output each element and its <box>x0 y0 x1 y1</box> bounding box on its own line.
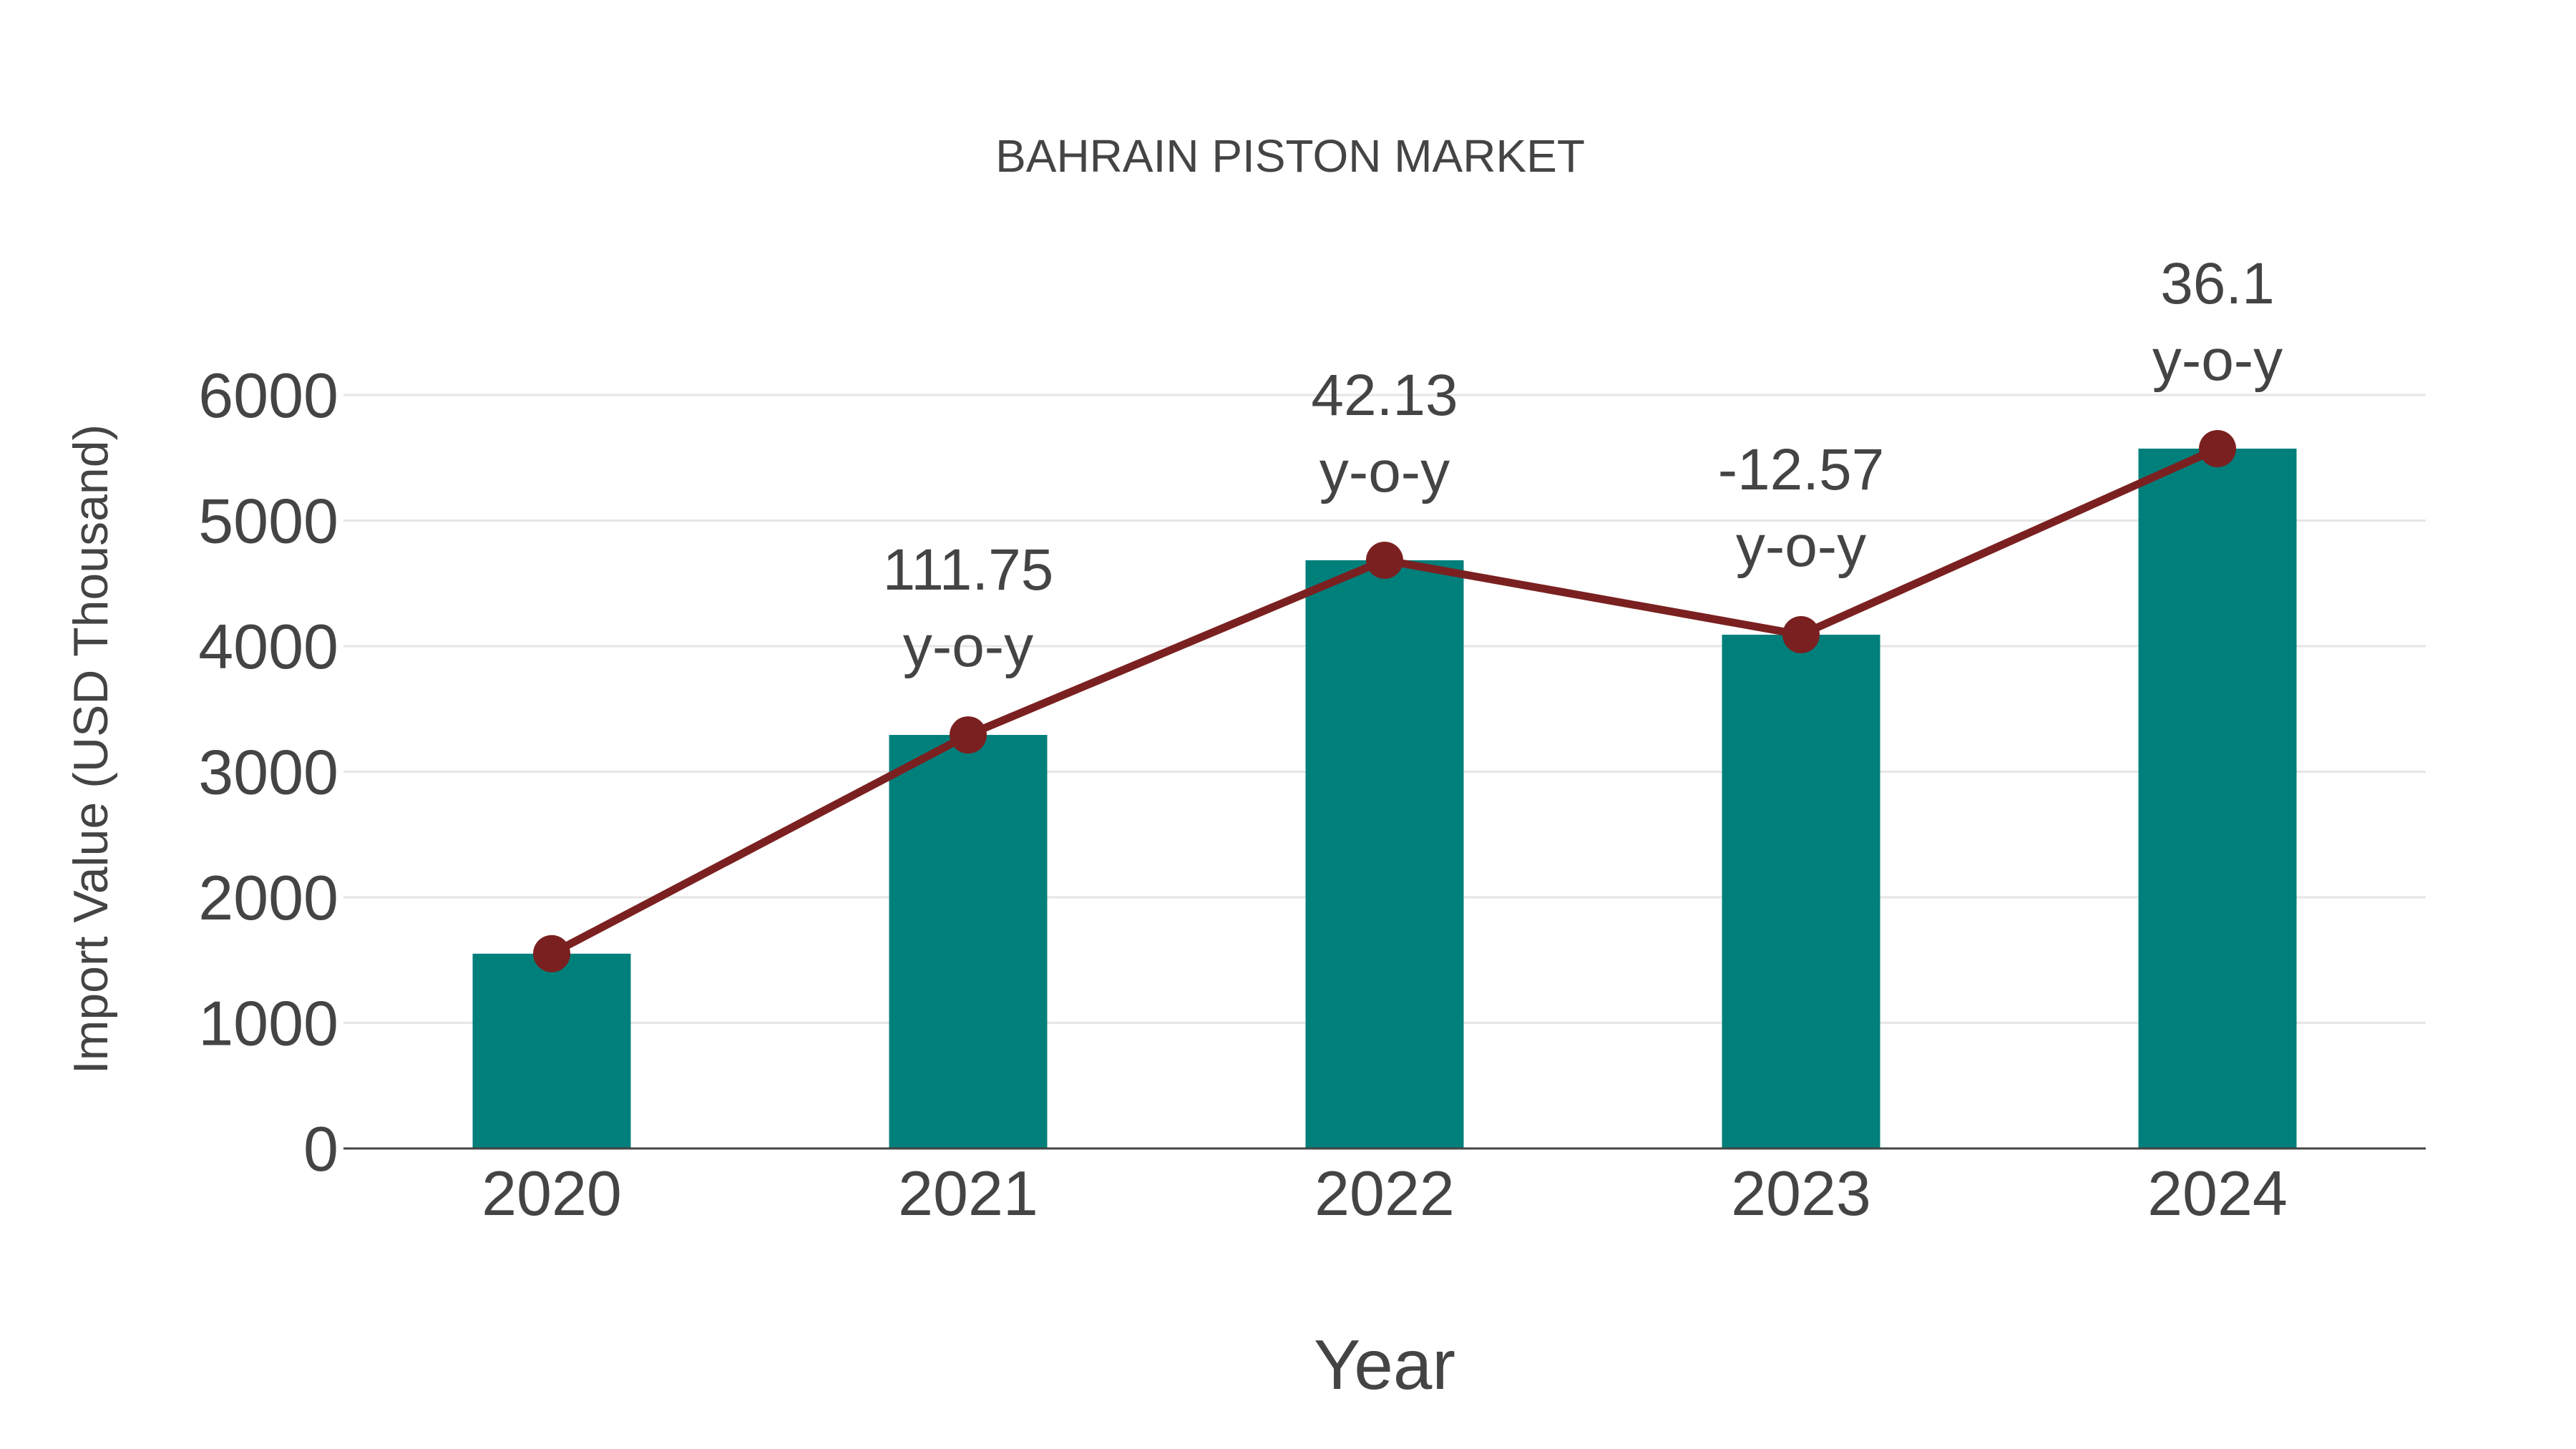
yoy-suffix: y-o-y <box>1736 514 1866 579</box>
marker-2023 <box>1782 616 1820 654</box>
marker-2020 <box>533 935 570 972</box>
y-tick-label: 5000 <box>198 486 338 557</box>
x-axis-title: Year <box>1314 1325 1455 1404</box>
y-tick-label: 6000 <box>198 360 338 431</box>
bar-2022 <box>1305 560 1464 1148</box>
y-tick-label: 0 <box>303 1113 338 1184</box>
marker-2021 <box>950 716 987 754</box>
marker-2022 <box>1366 541 1403 579</box>
x-tick-label: 2024 <box>2147 1158 2288 1229</box>
yoy-value: 42.13 <box>1311 363 1458 428</box>
yoy-value: 111.75 <box>883 537 1054 602</box>
y-axis-title: Import Value (USD Thousand) <box>64 424 118 1074</box>
yoy-suffix: y-o-y <box>2152 328 2283 393</box>
x-tick-label: 2020 <box>482 1158 622 1229</box>
yoy-suffix: y-o-y <box>903 614 1033 679</box>
y-tick-label: 3000 <box>198 737 338 808</box>
marker-2024 <box>2199 429 2236 467</box>
bar-2024 <box>2138 448 2297 1148</box>
line-series <box>533 429 2236 972</box>
y-tick-label: 4000 <box>198 611 338 682</box>
yoy-suffix: y-o-y <box>1319 439 1450 504</box>
y-axis-ticks: 0 1000 2000 3000 4000 5000 6000 <box>198 360 338 1184</box>
bar-2020 <box>472 953 631 1148</box>
bar-2021 <box>889 735 1048 1148</box>
x-tick-label: 2023 <box>1731 1158 1871 1229</box>
bar-series <box>472 448 2297 1148</box>
y-tick-label: 2000 <box>198 862 338 933</box>
x-tick-label: 2021 <box>898 1158 1038 1229</box>
yoy-annotations: 111.75 y-o-y 42.13 y-o-y -12.57 y-o-y 36.1 y-o-… <box>883 251 2283 679</box>
yoy-value: 36.1 <box>2160 251 2275 316</box>
bar-2023 <box>1722 635 1880 1148</box>
x-axis-ticks: 2020 2021 2022 2023 2024 <box>482 1158 2288 1229</box>
y-tick-label: 1000 <box>198 988 338 1059</box>
yoy-value: -12.57 <box>1718 437 1885 502</box>
x-tick-label: 2022 <box>1314 1158 1455 1229</box>
chart-title: BAHRAIN PISTON MARKET <box>995 130 1585 182</box>
